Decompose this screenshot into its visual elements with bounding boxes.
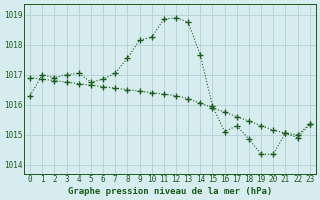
X-axis label: Graphe pression niveau de la mer (hPa): Graphe pression niveau de la mer (hPa): [68, 187, 272, 196]
